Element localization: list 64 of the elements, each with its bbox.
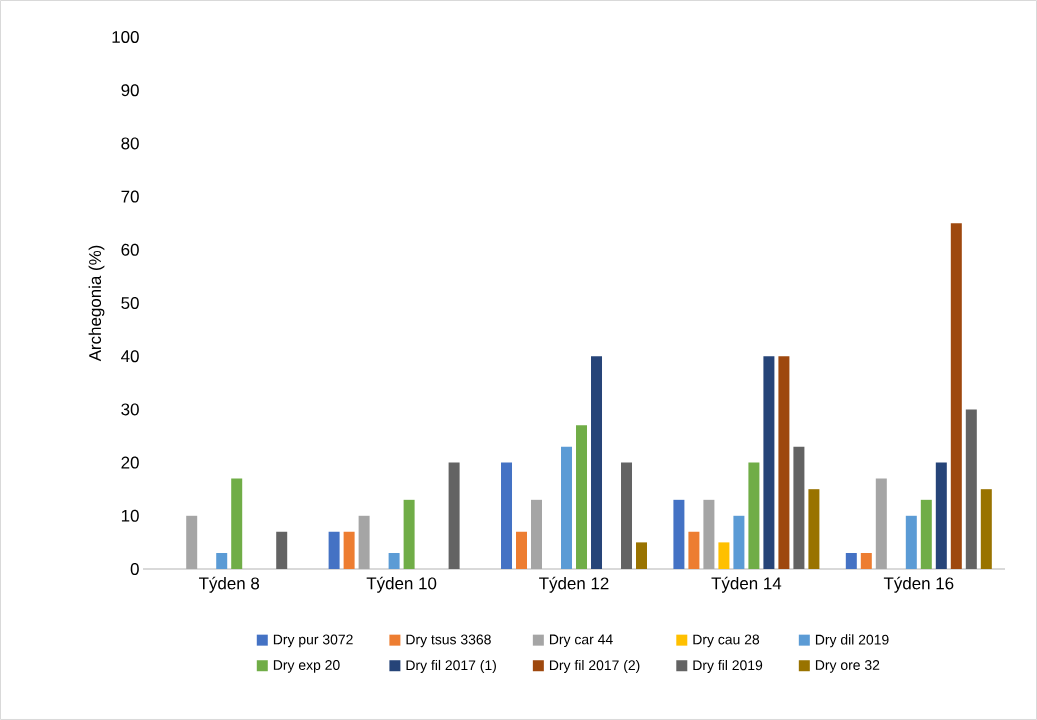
- y-tick-label: 10: [121, 509, 139, 522]
- bar: [576, 425, 588, 569]
- y-tick-label: 20: [121, 456, 139, 469]
- y-axis-title: Archegonia (%): [88, 245, 105, 362]
- legend-label: Dry exp 20: [273, 660, 340, 673]
- bar: [216, 553, 228, 569]
- bar: [688, 531, 700, 569]
- bar: [793, 446, 805, 569]
- bar: [343, 531, 355, 569]
- y-tick-label: 70: [121, 190, 139, 203]
- legend-label: Dry ore 32: [815, 660, 880, 673]
- legend-label: Dry fil 2017 (2): [549, 659, 640, 673]
- bar: [186, 515, 198, 569]
- legend-label: Dry cau 28: [693, 634, 760, 648]
- bar: [673, 499, 685, 569]
- y-tick-label: 100: [112, 30, 139, 43]
- y-tick-label: 80: [121, 137, 139, 150]
- y-tick-label: 0: [130, 562, 139, 575]
- x-tick-label: Týden 8: [198, 576, 260, 593]
- legend-label: Dry tsus 3368: [406, 634, 491, 648]
- bar: [231, 478, 243, 569]
- y-tick-label: 50: [121, 296, 139, 309]
- legend-label: Dry car 44: [549, 634, 613, 648]
- bar: [531, 499, 543, 569]
- legend-label: Dry fil 2017 (1): [406, 659, 496, 673]
- bar: [875, 478, 887, 569]
- legend-label: Dry fil 2019: [693, 659, 763, 673]
- y-tick-label: 40: [121, 350, 139, 363]
- bar: [591, 356, 603, 569]
- bar: [763, 356, 775, 569]
- bar: [501, 462, 513, 569]
- x-tick-label: Týden 12: [539, 576, 609, 593]
- bar: [748, 462, 760, 569]
- x-tick-label: Týden 16: [883, 576, 954, 593]
- bar: [358, 515, 370, 569]
- bar: [808, 489, 820, 569]
- bar: [733, 515, 745, 569]
- bar: [636, 542, 648, 569]
- x-tick-label: Týden 10: [366, 576, 437, 593]
- bar: [920, 499, 932, 569]
- x-tick-label: Týden 14: [711, 576, 782, 593]
- bar: [980, 489, 992, 569]
- bar: [718, 542, 730, 569]
- bar: [965, 409, 977, 569]
- bar: [516, 531, 528, 569]
- bar: [935, 462, 947, 569]
- legend-label: Dry dil 2019: [815, 634, 889, 648]
- bar: [448, 462, 460, 569]
- bar: [561, 446, 573, 569]
- bar: [950, 223, 962, 569]
- y-tick-label: 60: [121, 243, 139, 256]
- bar: [388, 553, 400, 569]
- y-tick-label: 30: [121, 403, 139, 416]
- bar: [860, 553, 872, 569]
- bar: [905, 515, 917, 569]
- bar: [778, 356, 790, 569]
- bar: [276, 531, 288, 569]
- bar: [703, 499, 715, 569]
- bar: [328, 531, 340, 569]
- legend-label: Dry pur 3072: [273, 634, 353, 648]
- y-tick-label: 90: [121, 84, 139, 97]
- bar: [845, 553, 857, 569]
- bar: [621, 462, 633, 569]
- bar: [403, 499, 415, 569]
